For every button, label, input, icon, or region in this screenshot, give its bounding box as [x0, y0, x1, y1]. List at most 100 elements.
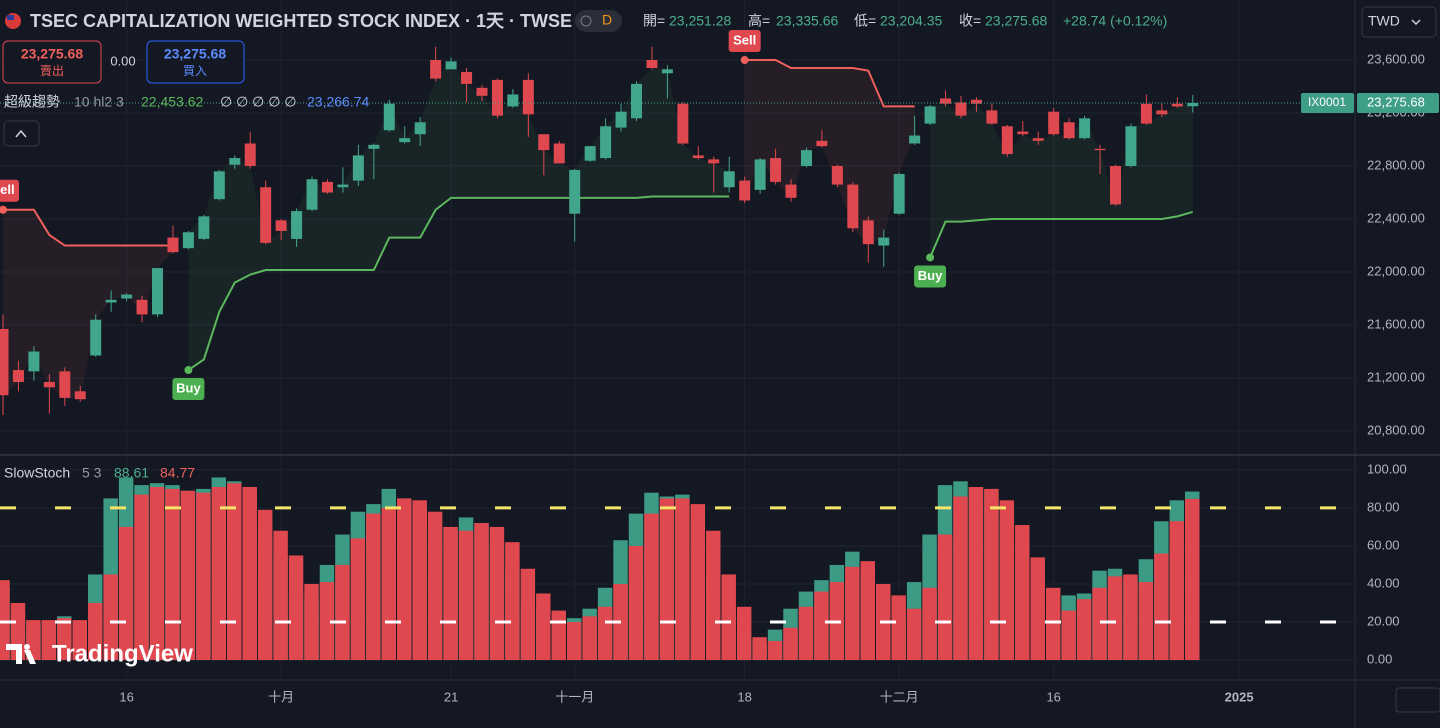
candle-body — [970, 99, 982, 104]
price-change: +28.74 (+0.12%) — [1063, 13, 1167, 29]
stoch-bar — [474, 523, 489, 661]
candle-body — [708, 159, 720, 164]
stoch-bar — [196, 492, 211, 661]
stoch-bar — [783, 627, 798, 661]
collapse-button[interactable] — [3, 120, 40, 147]
stoch-bar — [752, 637, 767, 661]
chevron-icon — [15, 129, 27, 138]
y-tick-label: 20,800.00 — [1367, 422, 1425, 437]
signal-dot — [0, 205, 7, 214]
candle-body — [785, 184, 797, 198]
stoch-bar — [350, 538, 366, 661]
stoch-bar — [41, 620, 57, 661]
stoch-bar — [1061, 610, 1076, 661]
y-tick-label: 100.00 — [1367, 461, 1407, 476]
stoch-bar — [1185, 498, 1200, 661]
candle-body — [584, 146, 596, 161]
stoch-bar — [906, 608, 922, 661]
x-tick-label: 十月 — [268, 689, 294, 704]
last-price-tag-bg — [1357, 92, 1439, 113]
candle-body — [352, 155, 364, 181]
signal-label-bg — [728, 30, 761, 53]
stoch-bar — [397, 498, 412, 661]
ohlc-label: 高= — [748, 13, 770, 29]
signal-label-bg — [914, 265, 947, 288]
currency: TWD — [1368, 13, 1400, 29]
stoch-bar — [57, 618, 72, 661]
scroll-button[interactable] — [1395, 687, 1440, 713]
stoch-bar — [165, 488, 180, 661]
candle-body — [816, 140, 828, 147]
candle-body — [862, 220, 874, 245]
logo-dot — [24, 644, 30, 650]
stoch-bar — [273, 530, 288, 661]
buy-button[interactable] — [146, 40, 245, 84]
ohlc-value: 23,204.35 — [880, 13, 942, 29]
stoch-bar — [860, 561, 876, 661]
x-tick-label: 十二月 — [880, 689, 919, 704]
candle-body — [321, 181, 333, 193]
candle-body — [986, 110, 998, 124]
x-tick-label: 16 — [1046, 689, 1060, 704]
stoch-bar — [118, 526, 134, 661]
signal-label: Buy — [918, 268, 943, 283]
stoch-bar — [520, 568, 536, 661]
signal-label-bg — [0, 179, 19, 202]
candle-body — [90, 319, 102, 356]
candle-body — [739, 180, 751, 201]
x-tick-label: 十一月 — [555, 689, 594, 704]
currency-dropdown[interactable] — [1361, 6, 1437, 38]
stoch-bar — [489, 526, 505, 661]
buy-label: 買入 — [183, 64, 207, 78]
stoch-bar — [999, 500, 1015, 661]
candle-body — [631, 83, 643, 119]
candle-body — [1001, 126, 1013, 155]
stoch-bar — [381, 507, 397, 661]
logo-text: TradingView — [52, 640, 193, 667]
stoch-bar — [288, 555, 304, 661]
signal-dot — [184, 366, 193, 375]
sell-button[interactable] — [2, 40, 102, 84]
candle-body — [754, 159, 766, 190]
stoch-bar — [103, 574, 118, 661]
stoch-bar — [1015, 525, 1030, 661]
candle-body — [229, 158, 241, 165]
dropdown-chevron — [1411, 19, 1421, 26]
interval-button-bg[interactable] — [575, 10, 622, 32]
signal-label: Sell — [0, 182, 15, 197]
candle-body — [121, 294, 133, 299]
candle-body — [615, 111, 627, 128]
stoch-bar — [211, 486, 227, 661]
candle-body — [878, 237, 890, 246]
candle-body — [770, 158, 782, 182]
stoch-bar — [845, 566, 860, 661]
ohlc-label: 低= — [854, 13, 876, 29]
stoch-bar — [443, 526, 458, 661]
candle-body — [260, 187, 272, 243]
candle-body — [553, 143, 565, 164]
stoch-bar — [505, 542, 520, 661]
indicator-value: ∅ ∅ ∅ ∅ ∅ — [220, 94, 297, 110]
candle-body — [136, 299, 148, 315]
price-pane: Sell Buy Sell Buy — [0, 0, 1355, 454]
candle-body — [1156, 110, 1168, 115]
stoch-bar — [180, 490, 196, 661]
candle-body — [600, 126, 612, 159]
buy-price: 23,275.68 — [164, 46, 226, 62]
candle-body — [800, 150, 812, 167]
stoch-bar — [922, 587, 937, 661]
y-tick-label: 60.00 — [1367, 537, 1400, 552]
axes: 16 十月 21 十一月 18 十二月 16 2025 20,800.00 21,200.00 21… — [119, 51, 1439, 704]
candle-body — [399, 138, 411, 143]
toggle-icon — [580, 15, 592, 27]
stoch-bar — [814, 591, 829, 661]
stoch-bar — [242, 486, 257, 661]
stoch-bar — [644, 513, 659, 661]
stoch-bar — [257, 509, 273, 661]
stoch-bar — [721, 574, 736, 661]
candle-body — [383, 103, 395, 131]
candle-body — [1079, 118, 1091, 139]
stoch-bar — [968, 486, 984, 661]
logo-icon — [6, 644, 36, 664]
stoch-bar — [427, 511, 443, 661]
